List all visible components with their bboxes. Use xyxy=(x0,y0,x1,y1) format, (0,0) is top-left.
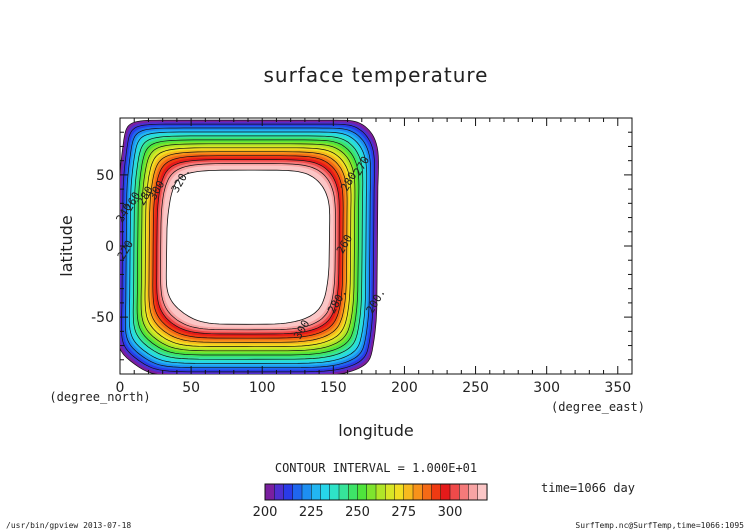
x-tick-label: 200 xyxy=(391,380,418,396)
y-tick-label: 0 xyxy=(105,239,114,255)
x-tick-label: 150 xyxy=(320,380,347,396)
colorbar-swatch xyxy=(301,483,312,501)
colorbar-swatch xyxy=(348,483,359,501)
colorbar-swatch xyxy=(338,483,349,501)
time-label: time=1066 day xyxy=(541,481,635,495)
colorbar-swatch xyxy=(449,483,460,501)
footer-right: SurfTemp.nc@SurfTemp,time=1066:1095 xyxy=(575,521,744,530)
colorbar-swatch xyxy=(385,483,396,501)
colorbar-swatch xyxy=(292,483,303,501)
colorbar-tick-label: 275 xyxy=(391,505,416,520)
y-axis: -50 0 50 xyxy=(91,117,632,375)
colorbar-swatch xyxy=(311,483,322,501)
contour-interval-text: CONTOUR INTERVAL = 1.000E+01 xyxy=(275,461,477,475)
colorbar-tick-label: 200 xyxy=(253,505,278,520)
x-axis: 0 50 100 150 200 250 300 350 xyxy=(116,118,633,396)
colorbar-swatch xyxy=(412,483,423,501)
colorbar-swatch xyxy=(394,483,405,501)
x-tick-label: 300 xyxy=(533,380,560,396)
interior-region xyxy=(165,169,331,325)
chart-title: surface temperature xyxy=(264,63,489,87)
y-tick-label: -50 xyxy=(91,310,114,326)
colorbar-swatch xyxy=(366,483,377,501)
colorbar-swatch xyxy=(283,483,294,501)
colorbar-tick-label: 225 xyxy=(299,505,324,520)
colorbar-swatch xyxy=(440,483,451,501)
colorbar-swatch xyxy=(329,483,340,501)
colorbar-swatch xyxy=(375,483,386,501)
x-tick-label: 50 xyxy=(182,380,200,396)
colorbar-swatch xyxy=(468,483,479,501)
colorbar-tick-label: 250 xyxy=(345,505,370,520)
x-tick-label: 350 xyxy=(604,380,631,396)
x-unit-label: (degree_east) xyxy=(551,400,645,414)
y-axis-label: latitude xyxy=(57,215,76,276)
colorbar-swatch xyxy=(422,483,433,501)
colorbar-swatch xyxy=(477,483,488,501)
colorbar-swatch xyxy=(403,483,414,501)
footer-left: /usr/bin/gpview 2013-07-18 xyxy=(6,521,131,530)
x-axis-label: longitude xyxy=(338,421,413,440)
x-tick-label: 250 xyxy=(462,380,489,396)
colorbar-frame xyxy=(264,483,488,501)
y-tick-label: 50 xyxy=(96,168,114,184)
colorbar-swatch xyxy=(431,483,442,501)
x-tick-label: 0 xyxy=(116,380,125,396)
colorbar-swatch xyxy=(320,483,331,501)
colorbar-ticks: 200 225 250 275 300 xyxy=(253,505,463,520)
x-tick-label: 100 xyxy=(249,380,276,396)
y-unit-label: (degree_north) xyxy=(49,390,150,404)
colorbar-swatch xyxy=(274,483,285,501)
temperature-field xyxy=(120,119,379,374)
colorbar-swatch xyxy=(459,483,470,501)
colorbar xyxy=(264,483,488,501)
colorbar-swatch xyxy=(357,483,368,501)
colorbar-swatch xyxy=(264,483,275,501)
colorbar-tick-label: 300 xyxy=(438,505,463,520)
